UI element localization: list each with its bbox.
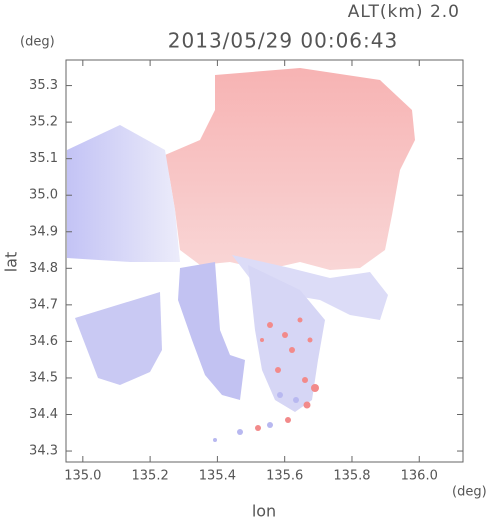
y-tick-label: 34.7 (29, 297, 58, 312)
y-tick-label: 34.9 (29, 224, 58, 239)
plot-frame (65, 59, 464, 463)
x-axis-label: lon (252, 502, 276, 521)
chart-title: 2013/05/29 00:06:43 (168, 29, 398, 53)
x-tick-label: 135.6 (266, 469, 303, 484)
y-tick-label: 35.1 (29, 151, 58, 166)
radar-speckle (255, 317, 319, 431)
x-tick-label: 135.8 (333, 469, 370, 484)
x-tick-label: 135.4 (199, 469, 236, 484)
y-tick-label: 34.6 (29, 334, 58, 349)
annotation: ALT(km) 2.0 (348, 2, 460, 22)
x-unit: (deg) (452, 485, 487, 500)
x-tick-label: 135.0 (64, 469, 101, 484)
y-axis-label: lat (2, 252, 21, 273)
radar-positive (165, 68, 415, 270)
y-tick-label: 34.3 (29, 444, 58, 459)
radar-negative (75, 292, 162, 385)
radar-speckle (213, 392, 299, 442)
radar-negative (178, 262, 245, 400)
x-tick-label: 136.0 (401, 469, 438, 484)
x-tick-label: 135.2 (132, 469, 169, 484)
y-tick-label: 35.2 (29, 115, 58, 130)
y-tick-label: 34.4 (29, 407, 58, 422)
radar-field (67, 68, 415, 442)
radar-negative (248, 265, 325, 412)
y-tick-label: 34.5 (29, 370, 58, 385)
y-unit: (deg) (20, 35, 55, 50)
y-tick-label: 34.8 (29, 261, 58, 276)
radar-negative (232, 255, 388, 320)
y-tick-label: 35.3 (29, 78, 58, 93)
y-tick-label: 35.0 (29, 188, 58, 203)
radar-negative (67, 125, 180, 262)
